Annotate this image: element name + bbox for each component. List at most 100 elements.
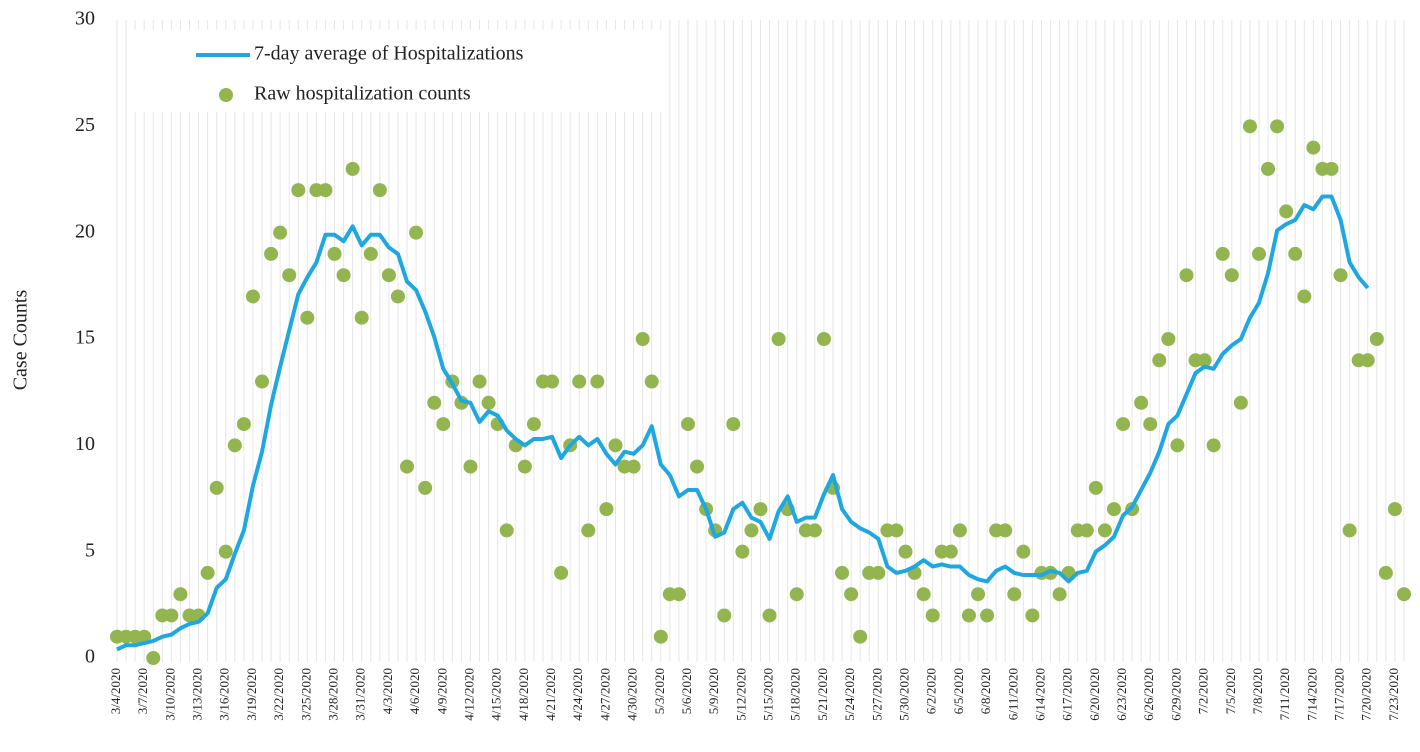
point: [1387, 502, 1402, 517]
point: [173, 587, 188, 602]
point: [581, 523, 596, 538]
point: [590, 374, 605, 389]
point: [1161, 332, 1176, 346]
point: [200, 565, 215, 580]
x-tick-label: 3/7/2020: [135, 668, 150, 714]
point: [1306, 140, 1321, 155]
point: [545, 374, 560, 389]
x-tick-label: 5/21/2020: [815, 668, 830, 721]
point: [146, 651, 161, 665]
point: [245, 289, 260, 304]
point: [1279, 204, 1294, 219]
legend: 7-day average of Hospitalizations Raw hos…: [196, 43, 524, 105]
point: [327, 246, 342, 261]
point: [372, 183, 387, 198]
x-tick-label: 3/10/2020: [162, 668, 177, 721]
point: [961, 608, 976, 623]
point: [1342, 523, 1357, 538]
x-tick-label: 7/8/2020: [1250, 668, 1265, 714]
x-tick-label: 5/3/2020: [652, 668, 667, 714]
legend-swatch: [219, 88, 233, 102]
point: [1197, 353, 1212, 368]
point: [853, 629, 868, 644]
point: [381, 268, 396, 283]
point: [209, 480, 224, 495]
point: [1242, 119, 1257, 134]
x-tick-label: 4/30/2020: [625, 668, 640, 721]
point: [300, 310, 315, 325]
x-tick-label: 5/9/2020: [706, 668, 721, 714]
point: [835, 565, 850, 580]
x-tick-label: 3/13/2020: [190, 668, 205, 721]
x-tick-label: 6/17/2020: [1060, 668, 1075, 721]
legend-box: [128, 30, 668, 112]
point: [1016, 544, 1031, 559]
point: [690, 459, 705, 474]
x-tick-label: 5/24/2020: [842, 668, 857, 721]
point: [726, 417, 741, 432]
point: [753, 502, 768, 517]
y-axis-label: Case Counts: [10, 290, 32, 391]
x-tick-label: 6/11/2020: [1005, 668, 1020, 720]
point: [1007, 587, 1022, 602]
point: [644, 374, 659, 389]
point: [400, 459, 415, 474]
point: [998, 523, 1013, 538]
point: [1224, 268, 1239, 283]
point: [255, 374, 270, 389]
point: [971, 587, 986, 602]
grid: [116, 20, 1405, 662]
line: [116, 194, 1370, 652]
point: [1179, 268, 1194, 283]
y-tick-label: 30: [75, 8, 95, 30]
point: [1170, 438, 1185, 453]
x-tick-label: 4/12/2020: [461, 668, 476, 721]
x-tick-label: 7/5/2020: [1223, 668, 1238, 714]
point: [390, 289, 405, 304]
point: [1360, 353, 1375, 368]
point: [282, 268, 297, 283]
x-tick-label: 4/24/2020: [570, 668, 585, 721]
point: [481, 395, 496, 410]
x-tick-label: 5/15/2020: [761, 668, 776, 721]
point: [1088, 480, 1103, 495]
point: [1251, 246, 1266, 261]
x-tick-label: 7/11/2020: [1277, 668, 1292, 720]
x-tick-label: 5/27/2020: [869, 668, 884, 721]
point: [1143, 417, 1158, 432]
x-tick-label: 3/16/2020: [217, 668, 232, 721]
point: [418, 480, 433, 495]
point: [1233, 395, 1248, 410]
point: [554, 565, 569, 580]
point: [1215, 246, 1230, 261]
x-tick-label: 5/30/2020: [896, 668, 911, 721]
y-tick-label: 0: [85, 646, 95, 668]
point: [771, 332, 786, 346]
legend-label: Raw hospitalization counts: [254, 83, 471, 105]
point: [898, 544, 913, 559]
point: [1134, 395, 1149, 410]
x-tick-label: 5/12/2020: [733, 668, 748, 721]
y-tick-label: 15: [75, 327, 95, 349]
legend-label: 7-day average of Hospitalizations: [254, 43, 524, 65]
x-tick-label: 4/15/2020: [489, 668, 504, 721]
point: [1288, 246, 1303, 261]
x-tick-label: 3/25/2020: [298, 668, 313, 721]
x-tick-label: 3/4/2020: [108, 668, 123, 714]
x-tick-label: 3/28/2020: [326, 668, 341, 721]
x-tick-label: 6/29/2020: [1168, 668, 1183, 721]
point: [816, 332, 831, 346]
point: [717, 608, 732, 623]
point: [680, 417, 695, 432]
point: [1025, 608, 1040, 623]
x-tick-label: 7/14/2020: [1304, 668, 1319, 721]
x-tick-label: 6/8/2020: [978, 668, 993, 714]
point: [572, 374, 587, 389]
x-tick-label: 3/19/2020: [244, 668, 259, 721]
point: [916, 587, 931, 602]
x-tick-label: 4/27/2020: [597, 668, 612, 721]
x-tick-label: 7/17/2020: [1332, 668, 1347, 721]
x-tick-label: 4/9/2020: [434, 668, 449, 714]
point: [1261, 161, 1276, 176]
